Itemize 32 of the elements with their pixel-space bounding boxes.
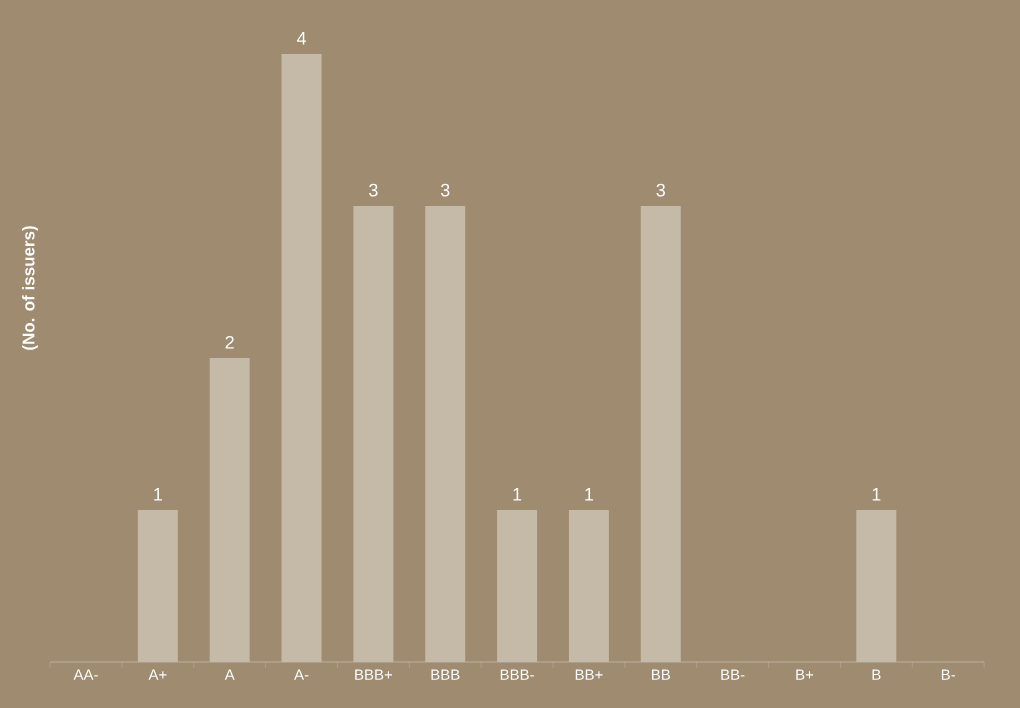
- x-tick-label: BBB+: [355, 669, 393, 680]
- x-tick-label: BB: [652, 669, 670, 680]
- bar: [209, 358, 250, 662]
- x-tick-label: A: [224, 669, 235, 680]
- x-tick-label: BB-: [721, 669, 745, 680]
- bar: [137, 510, 178, 662]
- data-label: 3: [369, 183, 378, 197]
- bar: [353, 206, 394, 662]
- bar: [640, 206, 681, 662]
- data-label: 4: [296, 32, 307, 45]
- data-label: 1: [154, 488, 162, 501]
- bar: [425, 206, 466, 662]
- bar: [856, 510, 897, 662]
- x-tick-label: A+: [148, 669, 167, 680]
- data-label: 2: [225, 335, 234, 349]
- x-tick-label: BB+: [575, 669, 603, 680]
- x-tick-label: A-: [294, 669, 309, 680]
- bar: [568, 510, 609, 662]
- x-tick-label: B: [872, 669, 881, 680]
- data-label: 1: [872, 488, 881, 501]
- x-tick-label: BBB-: [500, 669, 534, 680]
- y-axis-title: (No. of issuers): [22, 226, 38, 350]
- data-label: 1: [513, 488, 522, 501]
- x-tick-label: BBB: [431, 669, 460, 680]
- x-tick-label: B+: [796, 669, 814, 680]
- x-tick-label: B-: [941, 669, 955, 680]
- x-tick-label: AA-: [73, 669, 98, 680]
- data-label: 1: [585, 488, 594, 501]
- data-label: 3: [440, 183, 450, 197]
- bar: [281, 53, 322, 662]
- bar: [497, 510, 538, 662]
- data-label: 3: [656, 183, 665, 197]
